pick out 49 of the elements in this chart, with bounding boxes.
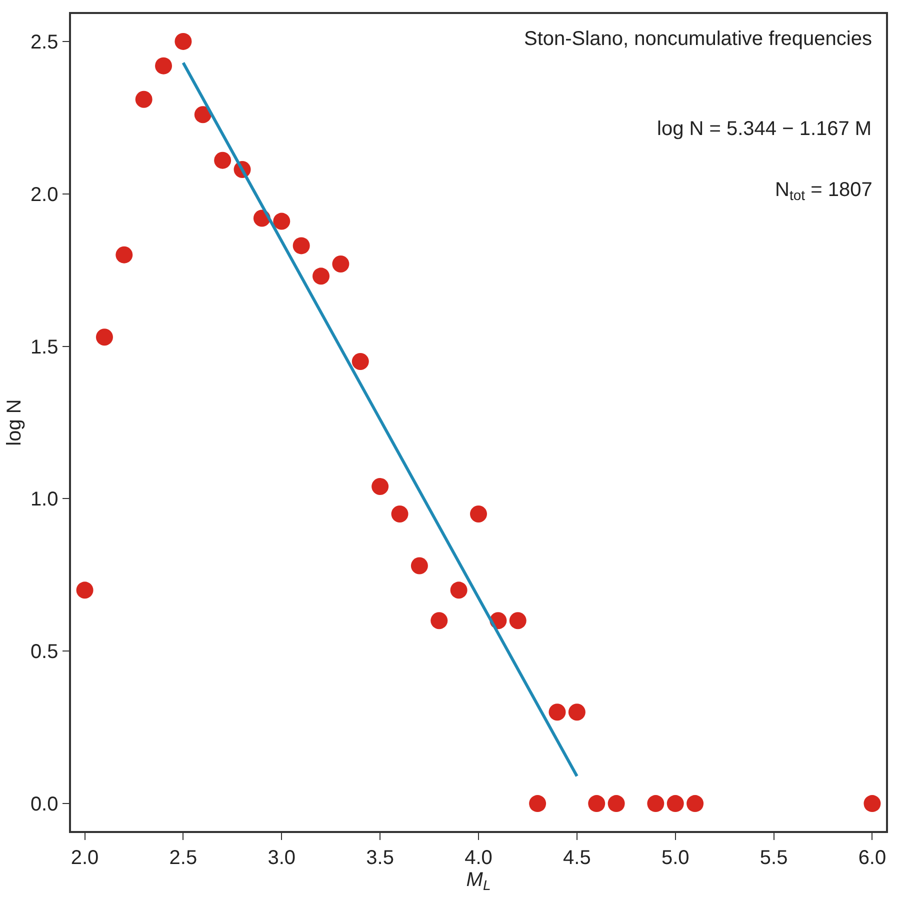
y-tick-label: 2.5: [30, 31, 58, 54]
point: [312, 268, 330, 285]
point: [332, 255, 350, 272]
point: [135, 90, 152, 108]
y-tick-label: 1.5: [30, 336, 58, 358]
annotation: Ston-Slano, noncumulative frequencies: [524, 28, 872, 50]
x-tick-label: 6.0: [858, 846, 886, 869]
point: [548, 704, 566, 721]
point: [450, 582, 468, 599]
x-tick-label: 4.0: [464, 846, 492, 869]
point: [647, 795, 664, 812]
point: [529, 795, 546, 812]
y-axis-title: log N: [3, 399, 26, 446]
point: [155, 57, 172, 74]
y-tick-label: 1.0: [30, 488, 58, 511]
annotation: N$_{tot}$ = 1807: [775, 179, 872, 204]
y-tick-label: 0.0: [30, 794, 58, 816]
point: [470, 505, 487, 522]
point: [194, 106, 212, 124]
point: [273, 212, 290, 230]
point: [666, 795, 684, 812]
point: [568, 704, 586, 721]
point: [372, 478, 389, 496]
point: [214, 152, 232, 169]
point: [96, 328, 113, 346]
y-tick-label: 2.0: [30, 184, 58, 206]
point: [174, 32, 192, 50]
point: [686, 795, 704, 812]
point: [430, 612, 448, 630]
point: [608, 795, 625, 812]
point: [76, 582, 94, 599]
point: [391, 505, 408, 522]
point: [864, 795, 881, 812]
x-tick-label: 3.0: [268, 846, 296, 869]
point: [116, 246, 133, 264]
point: [588, 795, 606, 812]
y-tick-label: 0.5: [30, 641, 58, 664]
annotation: log N = 5.344 − 1.167 M: [657, 118, 872, 140]
x-tick-label: 3.5: [366, 846, 394, 869]
point: [352, 353, 369, 370]
x-tick-label: 2.5: [169, 846, 198, 869]
x-tick-label: 2.0: [70, 846, 99, 869]
point: [410, 557, 428, 574]
point: [509, 612, 526, 630]
x-tick-label: 4.5: [563, 846, 591, 869]
x-axis-title: M$_{L}$: [466, 868, 491, 893]
x-tick-label: 5.5: [760, 846, 788, 869]
x-tick-label: 5.0: [661, 846, 690, 869]
point: [292, 237, 310, 254]
